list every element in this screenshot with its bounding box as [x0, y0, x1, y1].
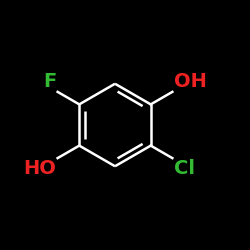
Text: HO: HO: [24, 160, 56, 178]
Text: OH: OH: [174, 72, 206, 90]
Text: Cl: Cl: [174, 160, 195, 178]
Text: F: F: [43, 72, 57, 90]
